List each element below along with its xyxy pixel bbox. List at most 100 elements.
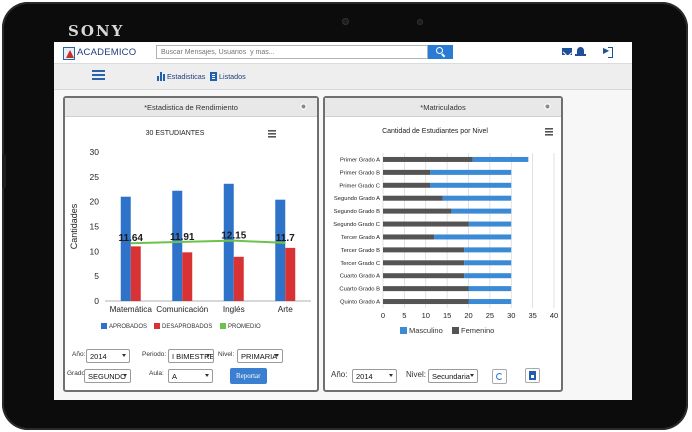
bar-masculino	[464, 247, 512, 253]
bar-masculino	[468, 299, 512, 305]
top-bar: ACADEMICO	[54, 42, 632, 64]
y-axis-label: Cantidades	[69, 203, 79, 249]
panel-header: *Estadistica de Rendimiento	[65, 98, 317, 117]
x-tick-label: 20	[464, 311, 472, 320]
anio-label: Año:	[331, 370, 348, 379]
x-tick-label: 35	[528, 311, 536, 320]
y-tick-label: 0	[94, 296, 99, 306]
y-tick-label: Tercer Grado A	[341, 235, 380, 241]
legend-swatch	[452, 327, 459, 334]
bar-chart-icon	[157, 72, 165, 81]
gear-icon[interactable]	[544, 103, 551, 110]
legend-swatch	[220, 323, 226, 329]
x-tick-label: 30	[507, 311, 515, 320]
search-button[interactable]	[428, 45, 453, 59]
menu-icon[interactable]	[92, 70, 105, 81]
bar-masculino	[468, 221, 512, 227]
anio-select[interactable]: 2014	[86, 349, 130, 363]
nivel-select[interactable]: PRIMARIA	[237, 349, 283, 363]
bar-masculino	[430, 169, 512, 175]
y-tick-label: Primer Grado C	[339, 183, 380, 189]
x-tick-label: Inglés	[223, 305, 245, 314]
x-tick-label: 10	[422, 311, 430, 320]
performance-chart: 30 ESTUDIANTES Cantidades 0 5 10 15 20 25 30 Mate…	[69, 130, 311, 330]
periodo-select[interactable]: I BIMESTRE	[168, 349, 214, 363]
bar-masculino	[442, 195, 512, 201]
device-brand: SONY	[68, 22, 125, 40]
bar-aprobados	[172, 190, 183, 301]
nivel-label: Nivel:	[218, 351, 235, 358]
reportar-button[interactable]: Reportar	[230, 368, 267, 384]
anio-select[interactable]: 2014	[352, 369, 397, 383]
aula-select[interactable]: A	[168, 369, 213, 383]
chart-menu-icon	[545, 128, 553, 130]
grado-select[interactable]: SEGUNDO	[84, 369, 131, 383]
bar-femenino	[383, 182, 431, 188]
y-tick-label: 15	[90, 222, 100, 232]
promedio-data-label: 11.91	[170, 232, 195, 243]
anio-label: Año:	[72, 351, 86, 358]
list-icon	[210, 72, 217, 81]
export-button[interactable]	[525, 368, 540, 383]
bar-masculino	[468, 286, 512, 292]
bar-masculino	[464, 260, 512, 266]
performance-panel: *Estadistica de Rendimiento 30 ESTUDIANT…	[63, 96, 319, 392]
legend-label: Masculino	[409, 326, 443, 335]
legend-label: Femenino	[461, 326, 494, 335]
bar-femenino	[383, 234, 435, 240]
x-tick-label: 40	[550, 311, 558, 320]
y-tick-label: Tercer Grado C	[340, 261, 380, 267]
y-tick-label: Segundo Grado A	[334, 196, 380, 202]
x-tick-label: 25	[486, 311, 494, 320]
legend-swatch	[101, 323, 107, 329]
nav-bar: Estadisticas Listados	[54, 64, 632, 90]
y-tick-label: 20	[90, 197, 100, 207]
enrollment-panel: *Matriculados Cantidad de Estudiantes po…	[323, 96, 563, 392]
chart-title: Cantidad de Estudiantes por Nivel	[382, 128, 488, 135]
legend-label: APROBADOS	[109, 324, 147, 330]
bar-femenino	[383, 156, 473, 162]
bar-femenino	[383, 247, 465, 253]
y-tick-label: Primer Grado B	[340, 170, 380, 176]
y-tick-label: Cuarto Grado A	[340, 274, 380, 280]
promedio-data-label: 11.7	[276, 233, 295, 244]
panel-header: *Matriculados	[325, 98, 561, 117]
x-tick-label: 0	[381, 311, 385, 320]
chart-menu-icon	[545, 131, 553, 133]
bar-desaprobados	[130, 246, 141, 301]
nav-item-estadisticas[interactable]: Estadisticas	[157, 72, 205, 81]
y-tick-label: 30	[90, 147, 100, 157]
legend-label: DESAPROBADOS	[162, 324, 212, 330]
bar-desaprobados	[233, 256, 244, 301]
app-name[interactable]: ACADEMICO	[77, 47, 137, 58]
mail-icon[interactable]	[562, 48, 572, 55]
bar-masculino	[430, 182, 512, 188]
side-button	[2, 154, 6, 188]
sign-out-icon[interactable]	[603, 46, 613, 58]
bar-masculino	[464, 273, 512, 279]
chart-menu-icon	[268, 136, 276, 138]
x-tick-label: Arte	[278, 305, 293, 314]
academico-logo[interactable]	[63, 47, 75, 60]
bar-femenino	[383, 195, 443, 201]
periodo-label: Periodo:	[142, 351, 167, 358]
x-tick-label: 5	[402, 311, 406, 320]
refresh-icon	[496, 373, 503, 380]
x-tick-label: 15	[443, 311, 451, 320]
y-tick-label: Cuarto Grado B	[339, 287, 380, 293]
bar-femenino	[383, 221, 469, 227]
nav-item-listados[interactable]: Listados	[210, 72, 246, 81]
nivel-select[interactable]: Secundaria	[428, 369, 478, 383]
y-tick-label: Tercer Grado B	[341, 248, 380, 254]
gear-icon[interactable]	[300, 103, 307, 110]
promedio-data-label: 11.64	[119, 233, 144, 244]
y-tick-label: 10	[90, 246, 100, 256]
y-tick-label: 5	[94, 271, 99, 281]
bar-femenino	[383, 299, 469, 305]
y-tick-label: Quinto Grado A	[340, 300, 380, 306]
refresh-button[interactable]	[492, 369, 507, 384]
bar-femenino	[383, 169, 431, 175]
bell-icon[interactable]	[575, 47, 586, 56]
search-input[interactable]	[156, 45, 428, 59]
promedio-data-label: 12.15	[221, 231, 246, 242]
